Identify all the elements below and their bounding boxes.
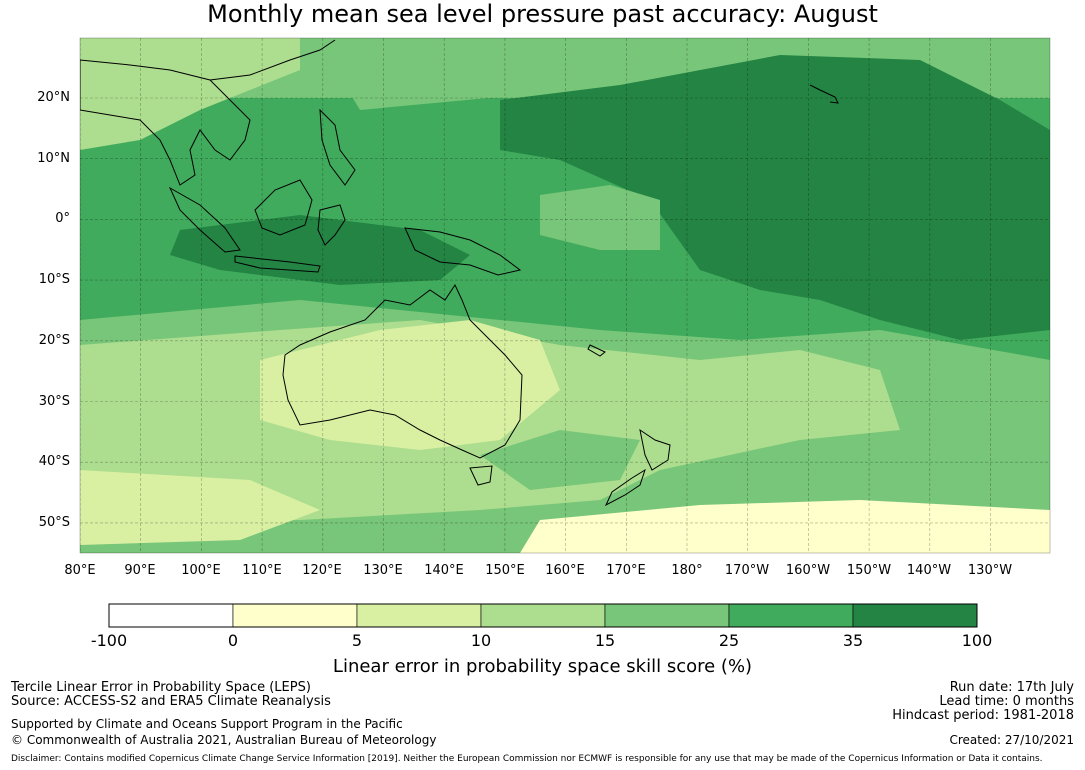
field-north-pacific-dark <box>500 55 1050 340</box>
coast-australia <box>282 283 523 459</box>
lat-label-50s: 50°S <box>38 515 70 530</box>
footer-disclaimer: Disclaimer: Contains modified Copernicus… <box>11 754 1043 764</box>
colorbar-tick-label: -100 <box>90 631 128 650</box>
footer-hindcast: Hindcast period: 1981-2018 <box>892 708 1074 723</box>
footer-created: Created: 27/10/2021 <box>949 733 1074 747</box>
coast-new-guinea <box>404 227 522 276</box>
colorbar-swatch <box>728 603 854 628</box>
field-southwest <box>80 470 320 545</box>
lon-label-180: 180° <box>671 563 703 578</box>
lon-label-160w: 160°W <box>785 563 831 578</box>
footer-method: Tercile Linear Error in Probability Spac… <box>11 680 311 695</box>
field-southern-ocean <box>520 500 1050 553</box>
lon-label-130e: 130°E <box>363 563 403 578</box>
lon-label-160e: 160°E <box>545 563 585 578</box>
field-equatorial-patch <box>540 185 660 250</box>
colorbar-tick-label: 35 <box>842 631 864 650</box>
coast-sulawesi <box>317 204 346 246</box>
lon-label-140e: 140°E <box>424 563 464 578</box>
map-title: Monthly mean sea level pressure past acc… <box>207 0 878 28</box>
footer-source: Source: ACCESS-S2 and ERA5 Climate Reana… <box>11 694 331 709</box>
colorbar-tick-label: 10 <box>470 631 492 650</box>
colorbar-tick-label: 0 <box>227 631 239 650</box>
colorbar-swatch <box>604 603 730 628</box>
coast-sumatra <box>168 186 241 253</box>
lon-label-120e: 120°E <box>302 563 342 578</box>
coast-java <box>234 255 321 273</box>
coast-tasmania <box>469 465 493 486</box>
field-maritime-dark <box>170 215 470 285</box>
colorbar-tick-label: 5 <box>351 631 363 650</box>
colorbar-tick-label: 100 <box>961 631 993 650</box>
footer-run-date: Run date: 17th July <box>949 680 1074 695</box>
coast-philippines <box>319 108 356 186</box>
colorbar-tick-label: 15 <box>594 631 616 650</box>
coast-hawaii <box>809 84 839 104</box>
colorbar-tick-label: 25 <box>718 631 740 650</box>
lat-label-30s: 30°S <box>38 394 70 409</box>
lat-label-10n: 10°N <box>37 151 70 166</box>
lat-label-20s: 20°S <box>38 333 70 348</box>
colorbar-title: Linear error in probability space skill … <box>332 656 753 677</box>
lon-label-140w: 140°W <box>906 563 952 578</box>
lon-label-150e: 150°E <box>485 563 525 578</box>
colorbar-swatch <box>232 603 358 628</box>
lon-label-170e: 170°E <box>606 563 646 578</box>
coast-new-caledonia <box>587 344 606 357</box>
colorbar-swatch <box>356 603 482 628</box>
coast-china <box>209 39 336 81</box>
coast-borneo <box>254 179 313 236</box>
skill-map <box>79 37 1051 554</box>
lat-label-20n: 20°N <box>37 90 70 105</box>
coast-nz-south <box>604 468 646 507</box>
footer-lead-time: Lead time: 0 months <box>939 694 1074 709</box>
field-aus-interior <box>260 320 560 450</box>
lat-label-10s: 10°S <box>38 272 70 287</box>
coast-nz-north <box>639 428 671 471</box>
lon-label-170w: 170°W <box>724 563 770 578</box>
colorbar-swatch <box>480 603 606 628</box>
lon-label-130w: 130°W <box>967 563 1013 578</box>
lon-label-150w: 150°W <box>846 563 892 578</box>
field-central-north <box>330 40 700 110</box>
colorbar-swatch <box>852 603 978 628</box>
lat-label-0: 0° <box>55 211 70 226</box>
footer-support: Supported by Climate and Oceans Support … <box>11 717 403 731</box>
lon-label-90e: 90°E <box>124 563 156 578</box>
lat-label-40s: 40°S <box>38 454 70 469</box>
footer-copyright: © Commonwealth of Australia 2021, Austra… <box>11 733 437 747</box>
lon-label-110e: 110°E <box>242 563 282 578</box>
colorbar-swatch <box>108 603 234 628</box>
lon-label-80e: 80°E <box>64 563 96 578</box>
lon-label-100e: 100°E <box>181 563 221 578</box>
field-tasman <box>480 430 640 490</box>
